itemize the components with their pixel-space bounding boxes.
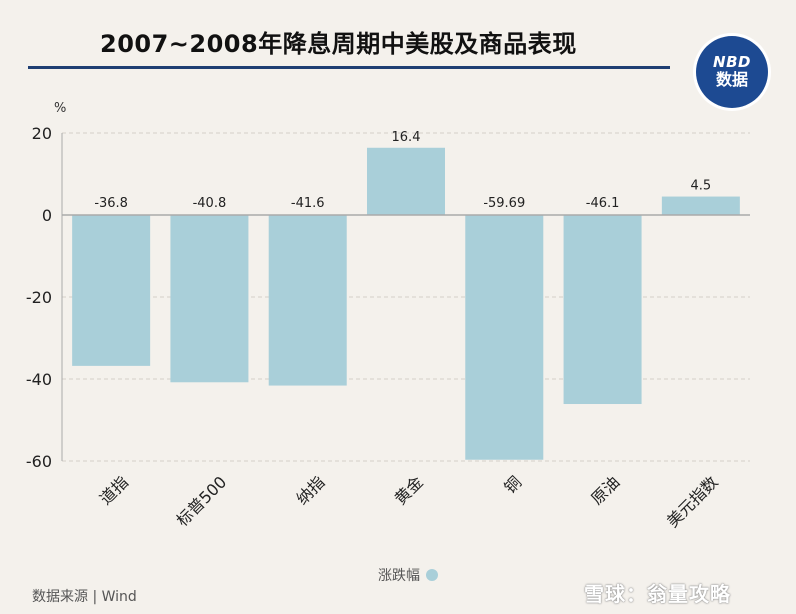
x-tick-label: 黄金 [391,472,427,508]
y-tick-label: -20 [26,288,52,307]
data-label: -46.1 [586,196,620,211]
data-label: -41.6 [291,196,325,211]
y-tick-label: 0 [42,206,52,225]
title-rule [28,66,670,69]
bar [563,215,642,405]
bar [367,147,445,215]
chart-title: 2007~2008年降息周期中美股及商品表现 [100,30,577,58]
data-label: -36.8 [94,196,128,211]
legend-label: 涨跌幅 [378,568,420,584]
bar [661,196,740,215]
legend-swatch [426,569,438,581]
y-tick-label: -60 [26,452,52,471]
data-label: -40.8 [193,196,227,211]
bar [72,215,151,366]
logo-line1: NBD [713,53,751,71]
legend: 涨跌幅 [378,565,438,585]
x-tick-label: 原油 [587,472,623,508]
x-tick-label: 纳指 [292,472,328,508]
x-tick-label: 铜 [500,472,525,497]
nbd-logo: NBD 数据 [696,36,768,108]
bar [465,215,544,460]
data-source: 数据来源 | Wind [32,589,137,605]
bar [268,215,347,386]
logo-line2: 数据 [715,70,748,89]
data-label: 4.5 [691,179,712,194]
y-tick-label: -40 [26,370,52,389]
data-label: 16.4 [392,130,421,145]
x-tick-label: 道指 [96,472,132,508]
y-tick-label: 20 [32,124,52,143]
corner-watermark: 雪球：翁量攻略 [584,582,731,606]
data-label: -59.69 [483,196,525,211]
bar [170,215,249,383]
y-axis-unit: % [54,101,66,116]
x-tick-label: 标普500 [173,472,231,530]
bar-chart: %20 0 -20 -40 -60 -36.8 道指 -40.8 标普500 -41.6 纳指 16.… [26,101,750,531]
x-tick-label: 美元指数 [663,472,722,531]
